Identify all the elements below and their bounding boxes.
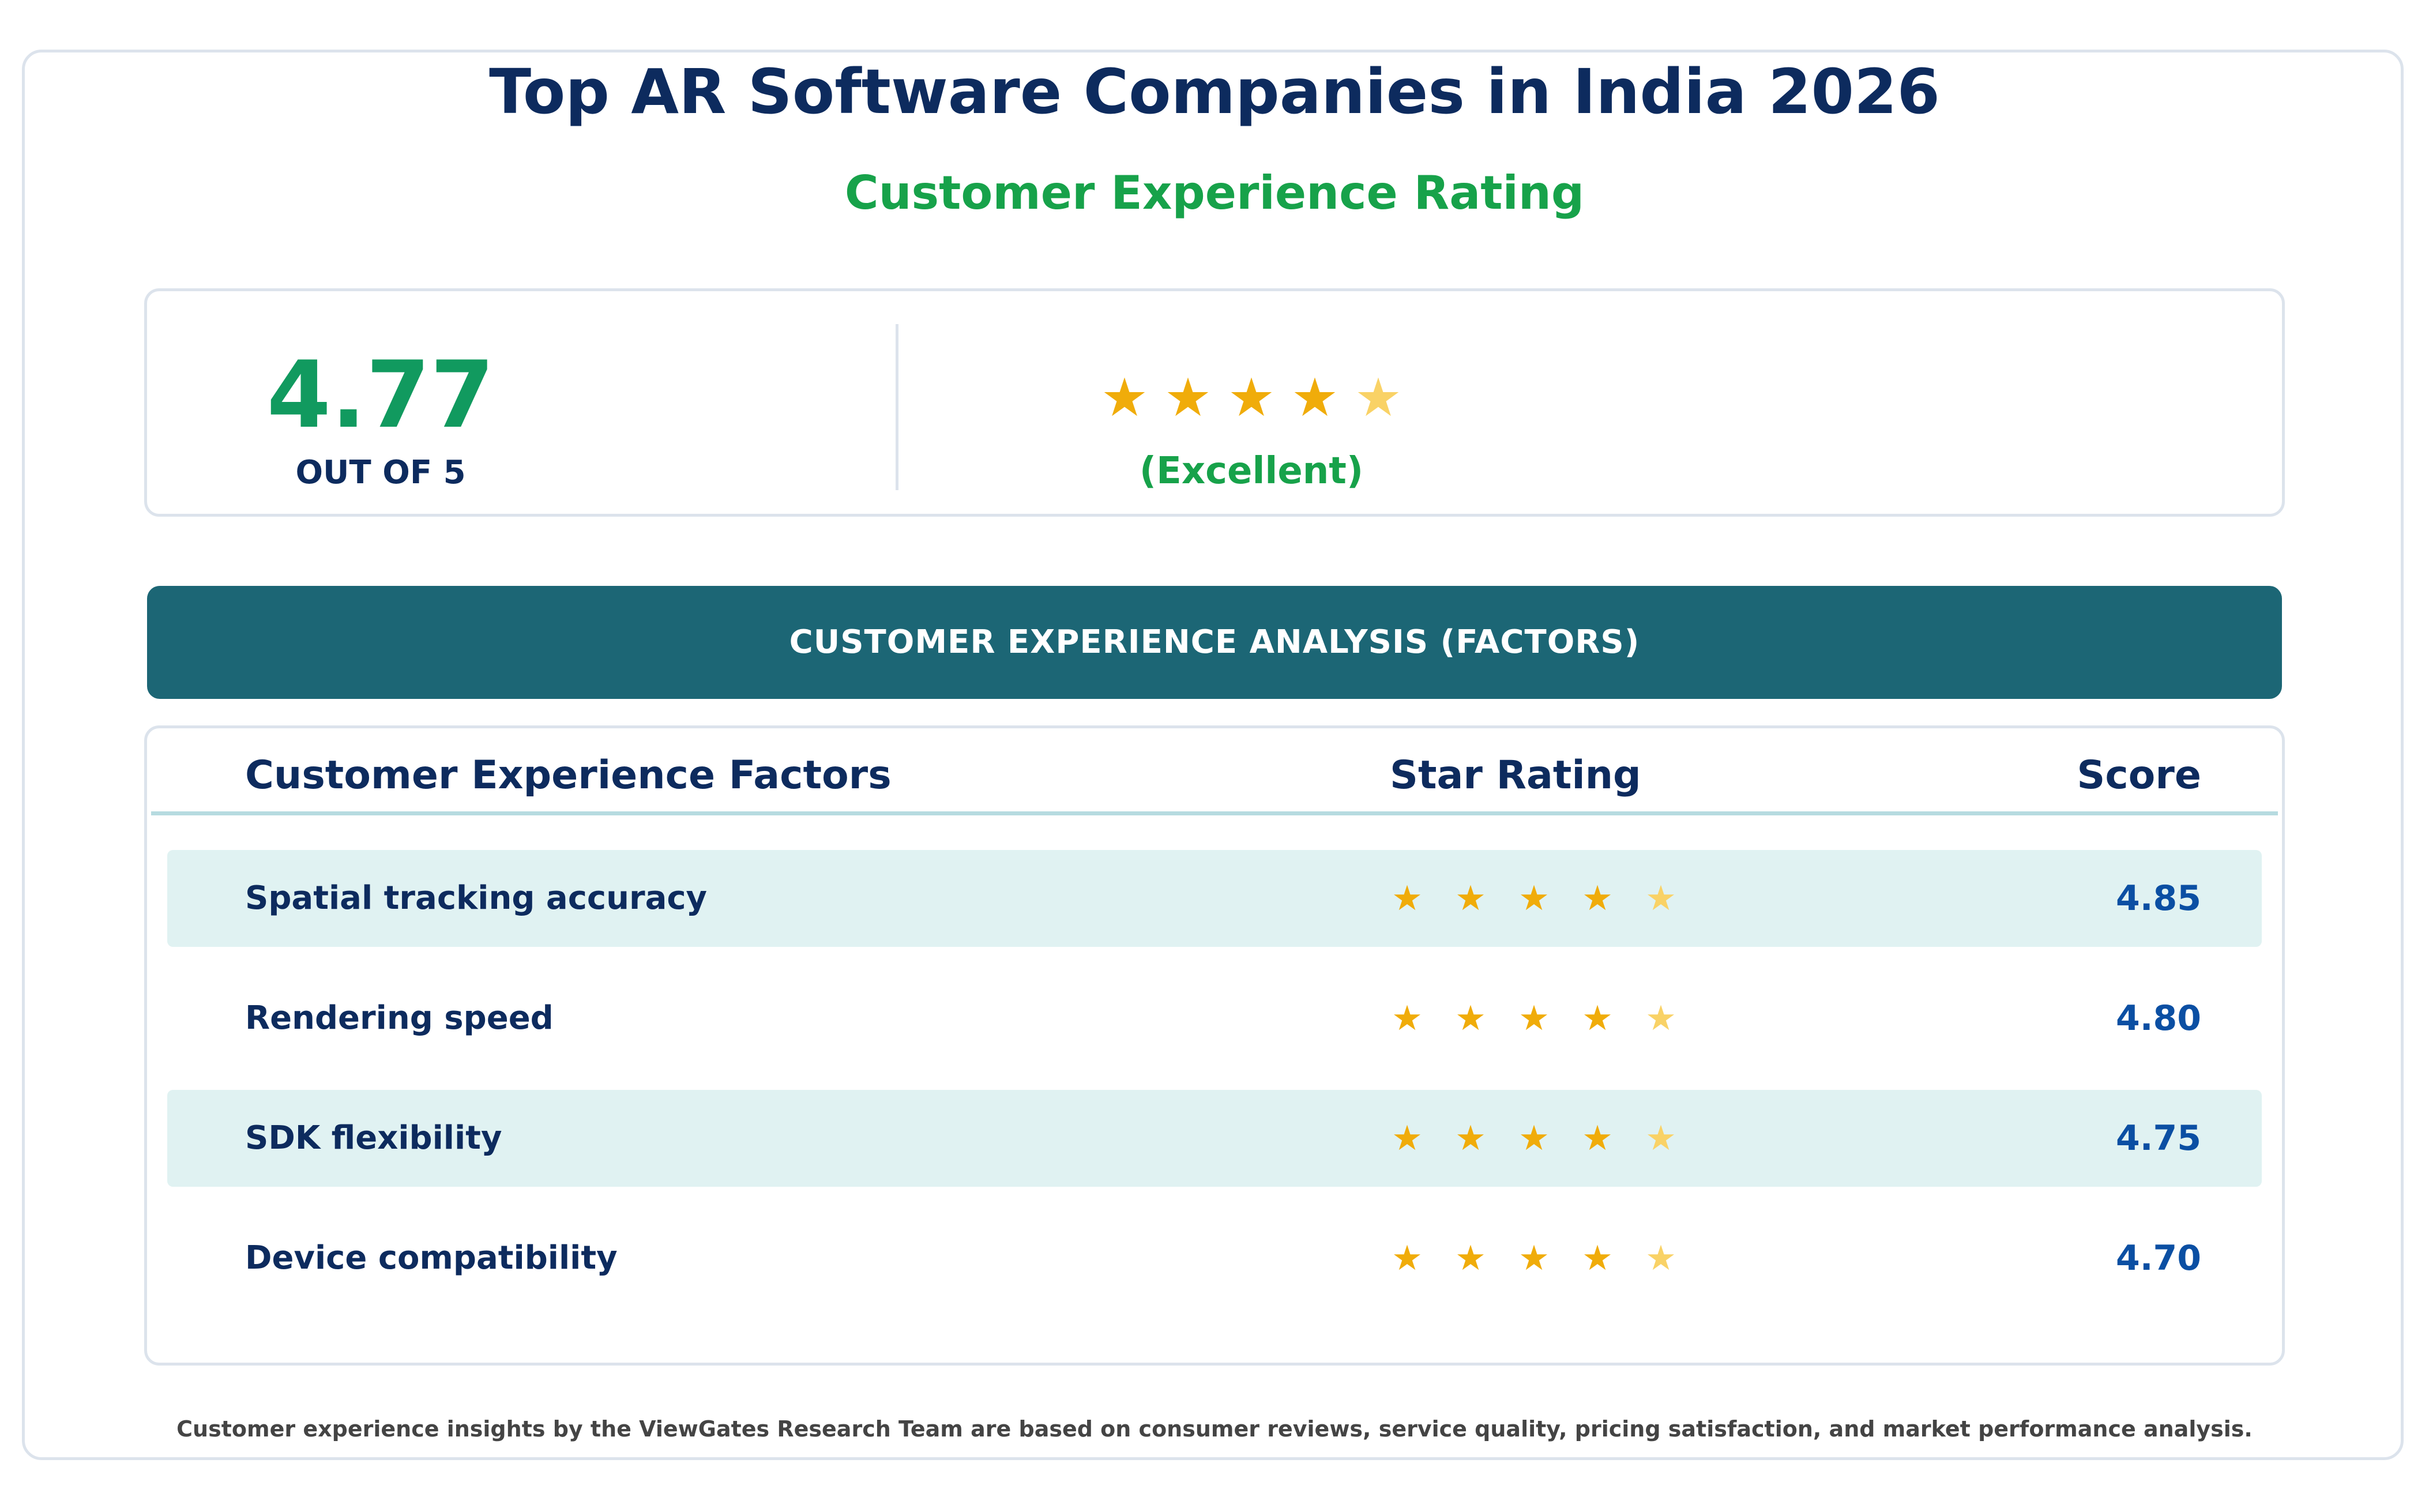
star-icon: ★	[1518, 1238, 1550, 1278]
star-icon: ★	[1392, 1118, 1423, 1159]
rating-card	[22, 50, 2404, 1460]
column-header-factor: Customer Experience Factors	[245, 753, 892, 798]
summary-divider	[896, 324, 898, 490]
page-subtitle: Customer Experience Rating	[844, 166, 1585, 220]
star-icon: ★	[1455, 1238, 1486, 1278]
star-icon: ★	[1518, 998, 1550, 1039]
star-icon: ★	[1455, 878, 1486, 919]
star-icon: ★	[1164, 367, 1212, 428]
column-header-score: Score	[2077, 753, 2201, 798]
page-title: Top AR Software Companies in India 2026	[489, 57, 1940, 128]
star-icon: ★	[1455, 1118, 1486, 1159]
factor-label: SDK flexibility	[245, 1119, 502, 1157]
factor-score: 4.85	[2115, 878, 2201, 919]
factor-label: Rendering speed	[245, 999, 554, 1037]
overall-star-rating: ★ ★ ★ ★ ★	[1093, 366, 1410, 430]
partial-star-icon: ★	[1354, 367, 1402, 428]
out-of-label: OUT OF 5	[295, 454, 466, 491]
rating-label: (Excellent)	[1139, 450, 1364, 492]
star-icon: ★	[1582, 1238, 1613, 1278]
star-icon: ★	[1518, 1118, 1550, 1159]
partial-star-icon: ★	[1645, 878, 1676, 919]
partial-star-icon: ★	[1645, 998, 1676, 1039]
row-star-rating: ★ ★ ★ ★ ★	[1375, 1090, 1693, 1187]
overall-score: 4.77	[266, 341, 495, 449]
section-header: CUSTOMER EXPERIENCE ANALYSIS (FACTORS)	[147, 586, 2282, 699]
factor-score: 4.75	[2115, 1118, 2201, 1159]
partial-star-icon: ★	[1645, 1238, 1676, 1278]
factor-label: Device compatibility	[245, 1239, 618, 1277]
star-icon: ★	[1392, 998, 1423, 1039]
factor-score: 4.80	[2115, 998, 2201, 1039]
star-icon: ★	[1582, 878, 1613, 919]
star-icon: ★	[1291, 367, 1339, 428]
table-row: SDK flexibility ★ ★ ★ ★ ★ 4.75	[167, 1090, 2262, 1187]
table-header-divider	[151, 811, 2278, 815]
footer-note: Customer experience insights by the View…	[176, 1416, 2253, 1442]
summary-panel	[144, 288, 2285, 517]
star-icon: ★	[1455, 998, 1486, 1039]
row-star-rating: ★ ★ ★ ★ ★	[1375, 970, 1693, 1067]
star-icon: ★	[1227, 367, 1276, 428]
factor-score: 4.70	[2115, 1238, 2201, 1278]
star-icon: ★	[1518, 878, 1550, 919]
table-row: Device compatibility ★ ★ ★ ★ ★ 4.70	[167, 1210, 2262, 1307]
row-star-rating: ★ ★ ★ ★ ★	[1375, 1210, 1693, 1307]
star-icon: ★	[1582, 998, 1613, 1039]
table-row: Spatial tracking accuracy ★ ★ ★ ★ ★ 4.85	[167, 850, 2262, 947]
factor-label: Spatial tracking accuracy	[245, 879, 708, 917]
star-icon: ★	[1392, 1238, 1423, 1278]
star-icon: ★	[1582, 1118, 1613, 1159]
row-star-rating: ★ ★ ★ ★ ★	[1375, 850, 1693, 947]
factors-table	[144, 725, 2285, 1366]
table-row: Rendering speed ★ ★ ★ ★ ★ 4.80	[167, 970, 2262, 1067]
star-icon: ★	[1392, 878, 1423, 919]
column-header-stars: Star Rating	[1390, 753, 1641, 798]
partial-star-icon: ★	[1645, 1118, 1676, 1159]
star-icon: ★	[1100, 367, 1149, 428]
